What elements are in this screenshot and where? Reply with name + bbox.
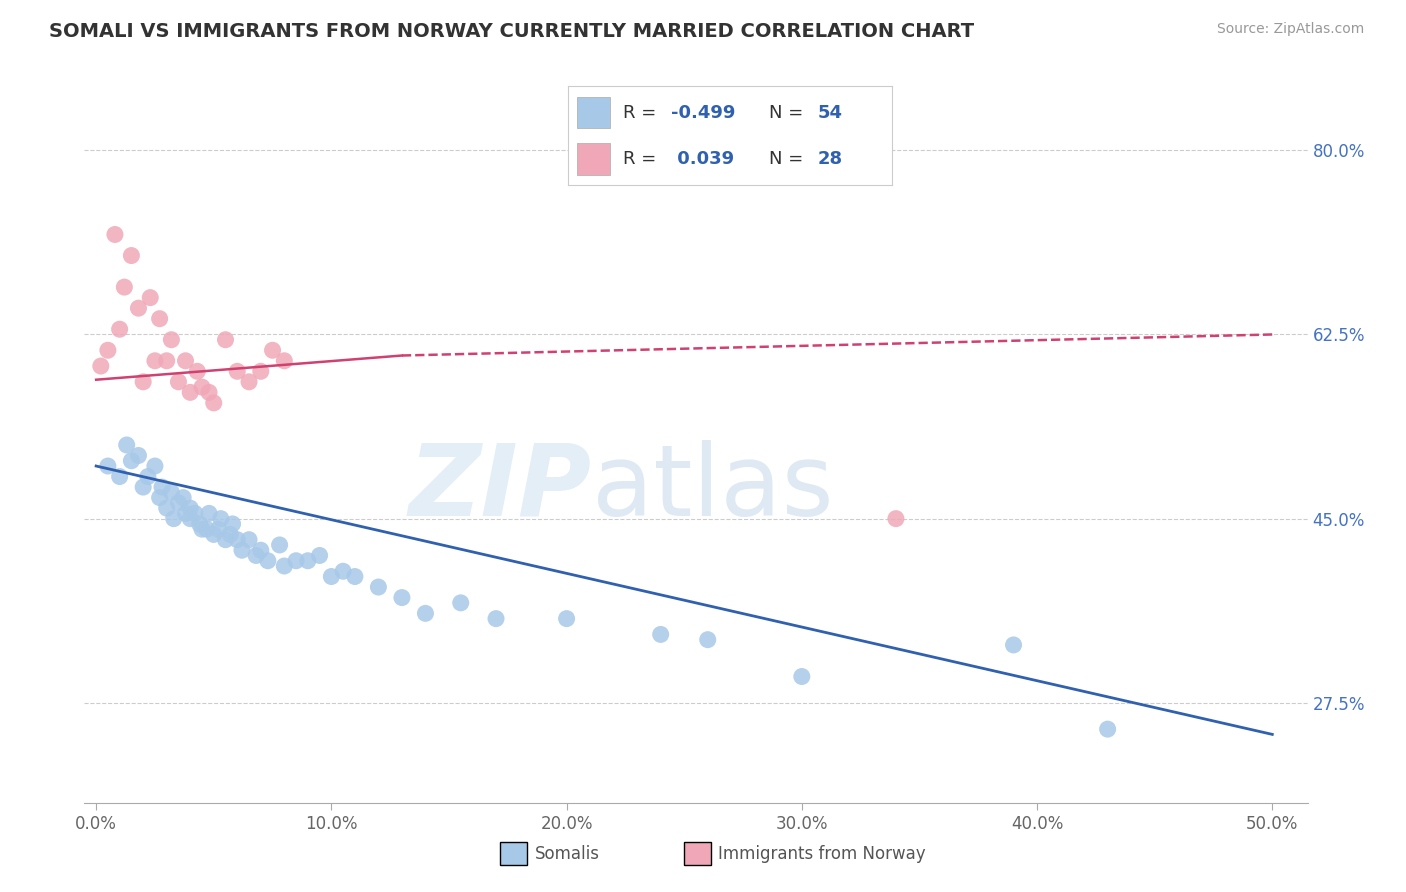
Text: atlas: atlas xyxy=(592,440,834,537)
Point xyxy=(214,533,236,547)
Point xyxy=(198,385,221,400)
Point xyxy=(132,480,155,494)
Point xyxy=(156,501,179,516)
Point xyxy=(1002,638,1025,652)
Point xyxy=(202,527,225,541)
Point xyxy=(257,554,280,568)
Point xyxy=(308,549,330,563)
Point xyxy=(202,396,225,410)
Text: SOMALI VS IMMIGRANTS FROM NORWAY CURRENTLY MARRIED CORRELATION CHART: SOMALI VS IMMIGRANTS FROM NORWAY CURRENT… xyxy=(49,22,974,41)
Point xyxy=(163,511,186,525)
Point xyxy=(120,248,142,262)
Point xyxy=(167,375,190,389)
Point xyxy=(790,669,813,683)
Point xyxy=(391,591,413,605)
Point xyxy=(269,538,291,552)
Point xyxy=(249,364,271,378)
Point xyxy=(115,438,138,452)
Point xyxy=(108,322,131,336)
Point xyxy=(245,549,267,563)
FancyBboxPatch shape xyxy=(501,841,527,865)
Point xyxy=(160,333,183,347)
Point xyxy=(209,511,232,525)
Point xyxy=(156,353,179,368)
Point xyxy=(343,569,366,583)
Point xyxy=(485,612,508,626)
Point xyxy=(238,533,260,547)
Point xyxy=(1097,722,1119,736)
Point xyxy=(127,449,149,463)
Point xyxy=(179,501,201,516)
Point xyxy=(191,522,214,536)
FancyBboxPatch shape xyxy=(683,841,710,865)
Point xyxy=(191,380,214,394)
Point xyxy=(150,480,173,494)
Point xyxy=(127,301,149,315)
Point xyxy=(884,511,907,525)
Point xyxy=(321,569,343,583)
Point xyxy=(108,469,131,483)
Point xyxy=(198,507,221,521)
Point xyxy=(332,564,354,578)
Point xyxy=(143,458,166,473)
Point xyxy=(139,291,162,305)
Point xyxy=(172,491,194,505)
Point xyxy=(226,364,249,378)
Point xyxy=(367,580,389,594)
Text: Immigrants from Norway: Immigrants from Norway xyxy=(718,845,925,863)
Point xyxy=(120,454,142,468)
Point xyxy=(231,543,253,558)
Point xyxy=(179,511,201,525)
Point xyxy=(184,507,207,521)
Point xyxy=(90,359,112,373)
Point xyxy=(450,596,472,610)
Point xyxy=(104,227,127,242)
Point xyxy=(188,516,211,531)
Point xyxy=(238,375,260,389)
Point xyxy=(273,353,295,368)
Point xyxy=(179,385,201,400)
Point xyxy=(214,333,236,347)
Point xyxy=(219,527,242,541)
Point xyxy=(112,280,135,294)
Point xyxy=(149,491,172,505)
Point xyxy=(97,458,120,473)
Point xyxy=(97,343,120,358)
Point xyxy=(297,554,319,568)
Text: ZIP: ZIP xyxy=(409,440,592,537)
Point xyxy=(415,607,437,621)
Point xyxy=(249,543,271,558)
Point xyxy=(132,375,155,389)
Point xyxy=(555,612,578,626)
Point xyxy=(136,469,159,483)
Point xyxy=(143,353,166,368)
Text: Somalis: Somalis xyxy=(534,845,599,863)
Point xyxy=(174,507,197,521)
Point xyxy=(226,533,249,547)
Point xyxy=(696,632,718,647)
Text: Source: ZipAtlas.com: Source: ZipAtlas.com xyxy=(1216,22,1364,37)
Point xyxy=(262,343,284,358)
Point xyxy=(167,496,190,510)
Point xyxy=(221,516,243,531)
Point xyxy=(285,554,308,568)
Point xyxy=(207,522,229,536)
Point xyxy=(273,559,295,574)
Point xyxy=(160,485,183,500)
Point xyxy=(149,311,172,326)
Point xyxy=(650,627,672,641)
Point xyxy=(186,364,208,378)
Point xyxy=(174,353,197,368)
Point xyxy=(195,522,218,536)
